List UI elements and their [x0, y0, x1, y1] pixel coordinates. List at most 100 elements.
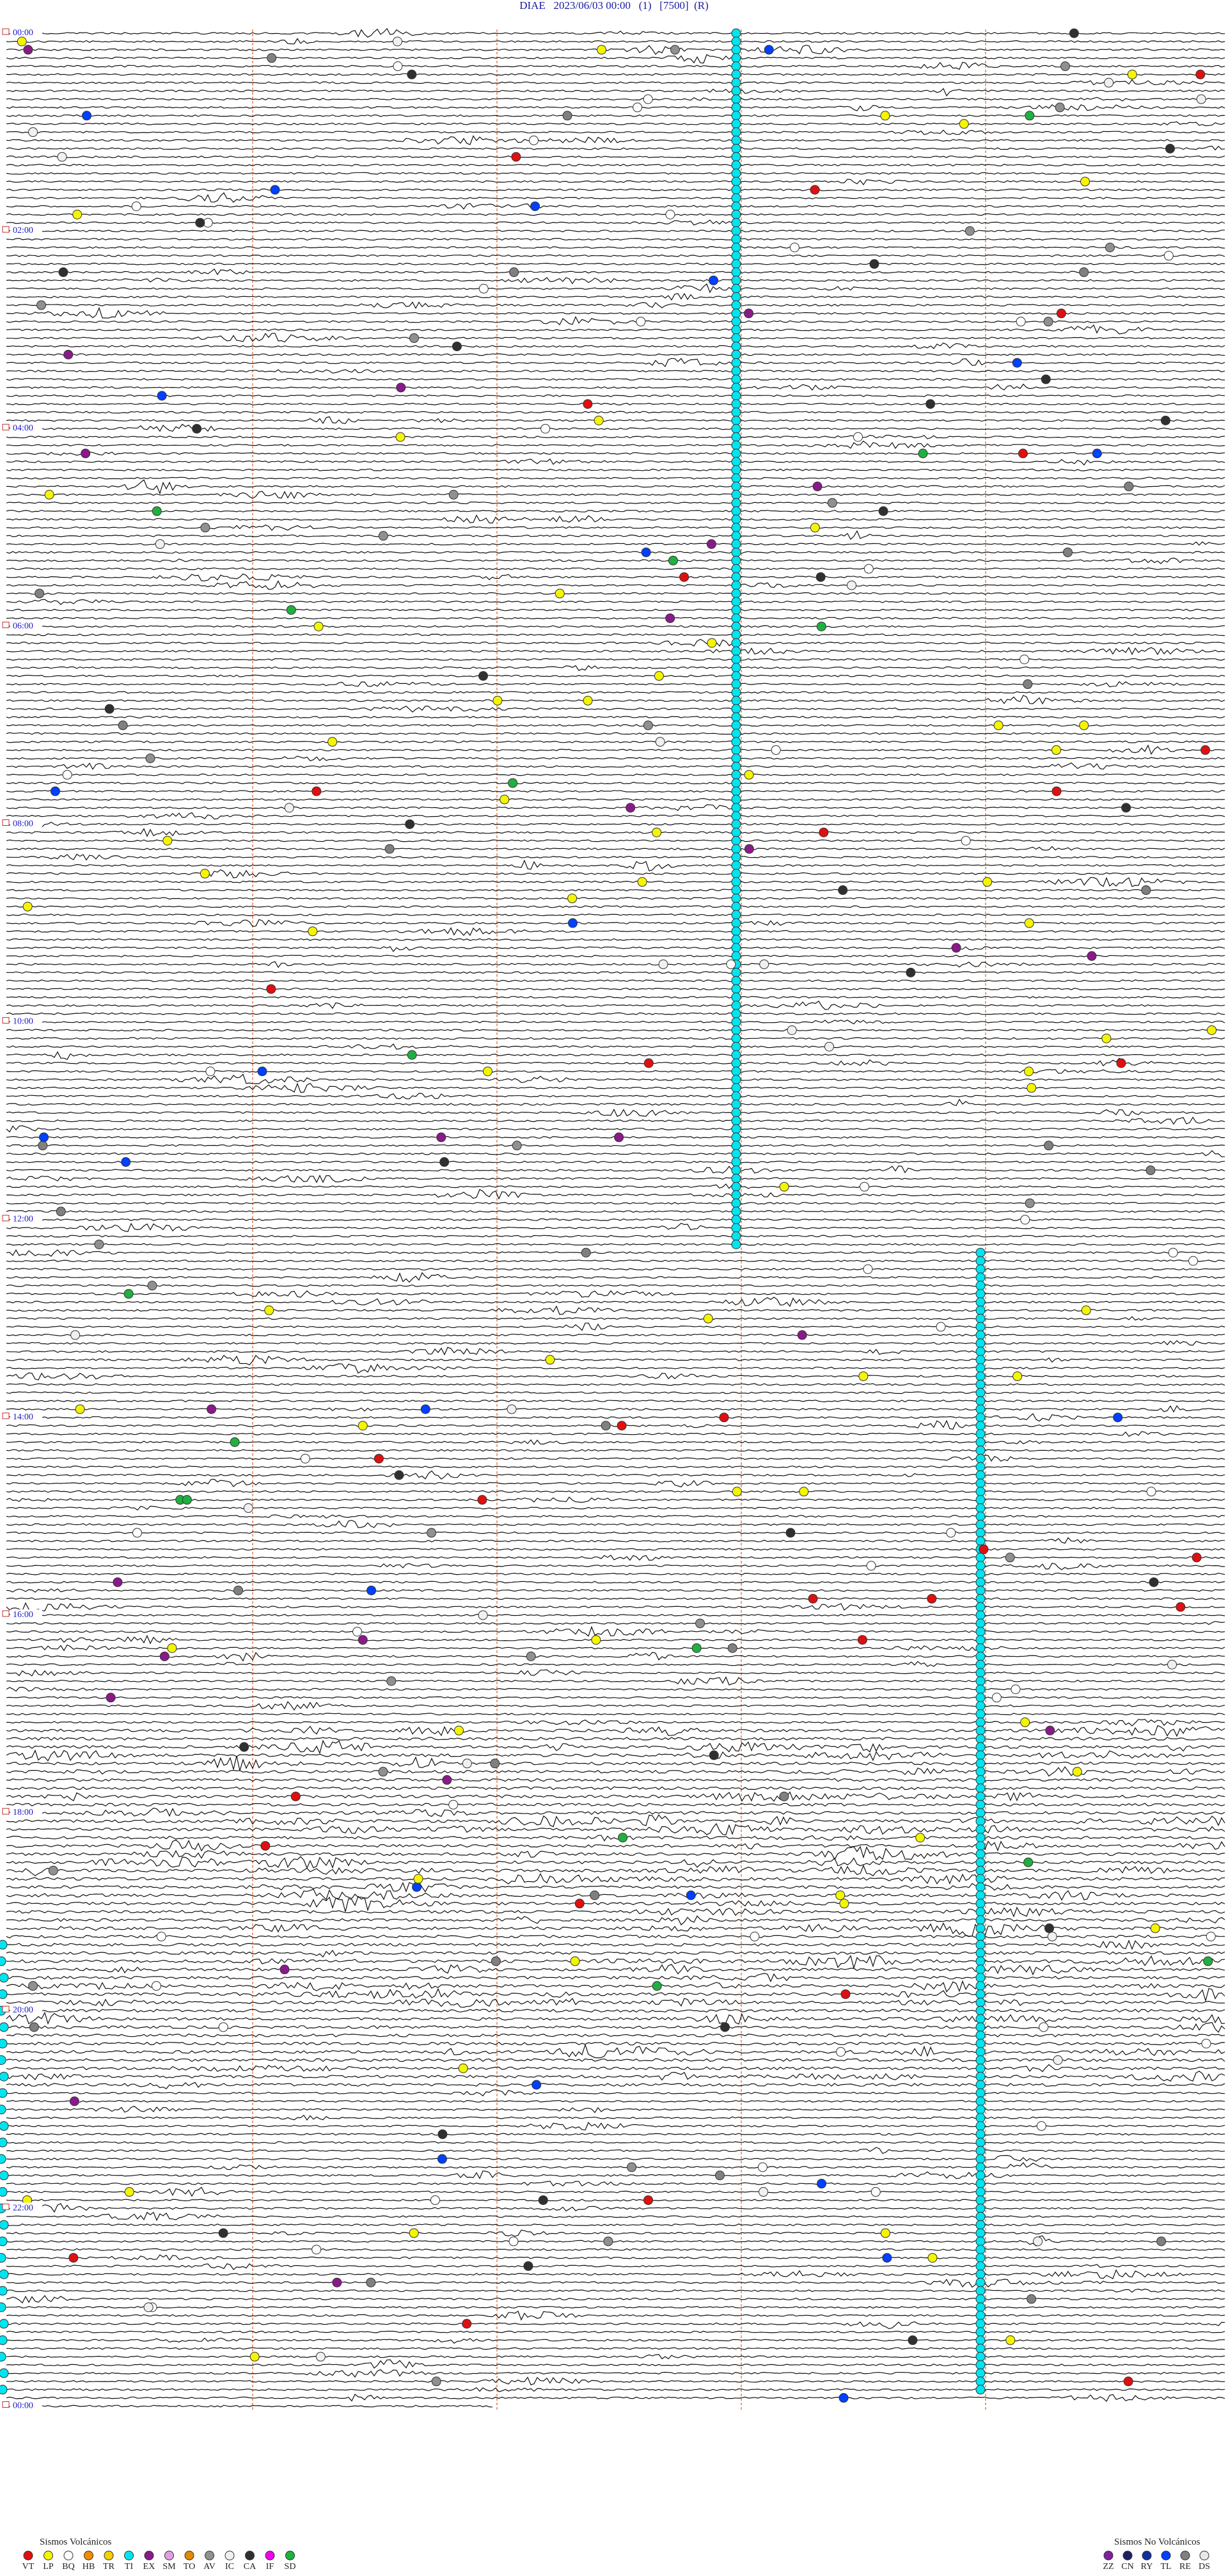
event-marker [975, 2351, 986, 2362]
trace [6, 2211, 1225, 2222]
trace [6, 479, 1225, 495]
event-marker [195, 217, 205, 228]
trace [6, 1413, 1225, 1422]
trace [6, 580, 1225, 590]
trace [6, 608, 1225, 612]
event-marker [975, 1742, 986, 1752]
trace [6, 2064, 1225, 2073]
event-marker [964, 226, 975, 236]
trace [6, 2337, 1225, 2344]
trace [6, 1554, 1225, 1561]
event-marker [731, 844, 741, 854]
legend-code: EX [143, 2562, 155, 2572]
trace [6, 2321, 1225, 2330]
event-marker [975, 2319, 986, 2329]
trace [6, 1347, 1225, 1356]
event-marker [0, 2022, 9, 2032]
trace [6, 876, 1225, 887]
event-marker [975, 1882, 986, 1892]
event-marker [617, 1421, 627, 1431]
time-label-bg [10, 620, 42, 630]
event-marker [731, 383, 741, 393]
trace [6, 1057, 1225, 1067]
event-marker [731, 984, 741, 994]
event-marker [975, 1890, 986, 1900]
legend-code: LP [43, 2562, 54, 2572]
event-marker [260, 1841, 271, 1851]
trace [6, 155, 1225, 159]
event-marker [918, 448, 928, 459]
trace [6, 2041, 1225, 2046]
event-marker [975, 1865, 986, 1876]
legend-swatch [124, 2550, 134, 2561]
event-marker [975, 2327, 986, 2337]
event-marker [975, 2211, 986, 2222]
event-marker [1116, 1058, 1126, 1068]
event-marker [975, 1404, 986, 1414]
event-marker [1044, 1923, 1054, 1933]
trace [6, 1183, 1225, 1190]
time-label: 18:00 [13, 1808, 33, 1817]
event-marker [508, 778, 518, 788]
event-marker [366, 1585, 377, 1595]
trace [6, 38, 1225, 45]
event-marker [975, 2030, 986, 2041]
event-marker [23, 45, 33, 55]
trace [6, 1431, 1225, 1437]
time-label-bg [10, 1807, 42, 1817]
event-marker [975, 1816, 986, 1826]
event-marker [946, 1528, 956, 1538]
trace [6, 599, 1225, 605]
event-marker [744, 844, 754, 854]
event-marker [490, 1758, 500, 1769]
event-marker [975, 1585, 986, 1595]
event-marker [538, 2195, 548, 2205]
trace [6, 1686, 1225, 1692]
trace [6, 45, 1225, 55]
time-label: 10:00 [13, 1017, 33, 1027]
event-marker [601, 1421, 611, 1431]
event-marker [975, 1256, 986, 1266]
event-marker [407, 69, 417, 79]
event-marker [975, 2376, 986, 2387]
event-marker [405, 819, 415, 829]
event-marker [395, 432, 405, 442]
event-marker [0, 2351, 6, 2362]
event-marker [1020, 1215, 1030, 1225]
event-marker [975, 2179, 986, 2189]
event-marker [731, 852, 741, 862]
trace [6, 853, 1225, 861]
event-marker [975, 1322, 986, 1332]
event-marker [975, 1272, 986, 1283]
event-marker [118, 720, 128, 731]
event-marker [574, 1899, 585, 1909]
event-marker [731, 308, 741, 319]
event-marker [131, 201, 141, 211]
event-marker [430, 2195, 440, 2205]
event-marker [1019, 654, 1030, 665]
event-marker [1043, 317, 1053, 327]
trace [6, 2311, 1225, 2321]
event-marker [1012, 358, 1022, 368]
event-marker [0, 2368, 9, 2378]
trace [6, 145, 1225, 151]
trace [6, 237, 1225, 241]
event-marker [975, 1989, 986, 1999]
trace [6, 2122, 1225, 2131]
event-marker [167, 1643, 177, 1653]
event-marker [731, 712, 741, 722]
event-marker [975, 2294, 986, 2304]
trace [6, 1116, 1225, 1125]
event-marker [731, 1091, 741, 1102]
event-marker [731, 489, 741, 500]
event-marker [731, 1099, 741, 1109]
event-marker [652, 827, 662, 837]
event-marker [975, 2220, 986, 2230]
trace [6, 1537, 1225, 1544]
event-marker [420, 1404, 430, 1414]
event-marker [731, 1149, 741, 1159]
event-marker [478, 671, 489, 681]
event-marker [731, 423, 741, 434]
event-marker [1062, 547, 1073, 557]
